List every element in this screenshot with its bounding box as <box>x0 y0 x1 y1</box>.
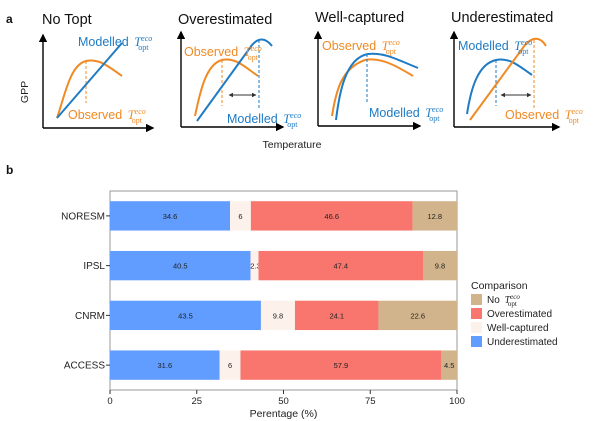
legend-label: No Teco opt <box>487 293 520 308</box>
bar-segment-well-captured-cnrm <box>260 300 295 331</box>
legend-item-underestimated: Underestimated <box>471 336 558 348</box>
observed-curve <box>194 58 259 117</box>
subplot-title: Overestimated <box>178 12 272 28</box>
x-tick-label: 75 <box>365 396 376 407</box>
bar-value-label: 9.8 <box>273 311 283 320</box>
bar-value-label: 40.5 <box>173 262 188 271</box>
legend-title: Comparison <box>471 280 528 292</box>
bar-segment-well-captured-noresm <box>230 201 251 231</box>
bar-segment-no-t-opt-eco-access <box>441 350 457 380</box>
bar-segment-no-t-opt-eco-cnrm <box>378 300 457 331</box>
modelled-curve <box>335 52 419 121</box>
subplot-underestimated: Underestimated Modelled Teco opt Observed… <box>449 10 583 132</box>
bar-segment-well-captured-ipsl <box>250 250 259 281</box>
modelled-label: Modelled Teco opt <box>78 34 152 52</box>
observed-label: Observed Teco opt <box>322 38 400 56</box>
legend-swatch <box>471 294 482 305</box>
x-tick-label: 25 <box>191 396 202 407</box>
category-label: NORESM <box>61 211 105 222</box>
bar-value-label: 2.3 <box>250 262 260 271</box>
bar-segment-underestimated-noresm <box>110 201 231 231</box>
legend-item-well-captured: Well-captured <box>471 322 549 334</box>
category-label: IPSL <box>83 261 105 272</box>
observed-curve <box>469 37 547 121</box>
bar-value-label: 43.5 <box>178 311 193 320</box>
x-axis-ticks: 0 25 50 75 100 <box>107 390 465 407</box>
bar-value-label: 6 <box>228 361 232 370</box>
legend-label: Underestimated <box>487 337 558 348</box>
bar-segment-well-captured-access <box>219 350 241 380</box>
category-label: CNRM <box>75 311 105 322</box>
subplot-title: No Topt <box>42 12 92 28</box>
legend-swatch <box>471 322 482 333</box>
bar-value-label: 24.1 <box>329 311 344 320</box>
bar-value-label: 57.9 <box>334 361 349 370</box>
temperature-axis-label: Temperature <box>263 139 322 151</box>
subplot-overestimated: Overestimated Observed Teco opt Modelled … <box>176 12 301 132</box>
modelled-line <box>56 42 123 119</box>
legend-swatch <box>471 336 482 347</box>
subplot-title: Underestimated <box>451 10 553 26</box>
modelled-curve <box>196 38 273 122</box>
subplot-title: Well-captured <box>315 10 404 26</box>
gpp-axis-label: GPP <box>19 81 31 103</box>
x-tick-label: 0 <box>107 396 112 407</box>
bar-value-label: 6 <box>238 212 242 221</box>
plot-frame <box>109 190 458 391</box>
observed-label: Observed Teco opt <box>184 44 262 62</box>
panel-a-label: a <box>6 12 13 26</box>
bar-segment-no-t-opt-eco-ipsl <box>422 250 457 281</box>
observed-label: Observed Teco opt <box>68 107 146 125</box>
x-axis-title: Perentage (%) <box>250 408 318 420</box>
bar-segment-overestimated-ipsl <box>258 250 423 281</box>
legend-swatch <box>471 308 482 319</box>
legend-item-no-topt: No Teco opt <box>471 293 520 308</box>
bar-value-label: 47.4 <box>333 262 348 271</box>
bar-value-label: 12.8 <box>427 212 442 221</box>
modelled-curve <box>466 58 533 115</box>
bar-segment-underestimated-ipsl <box>110 250 251 281</box>
category-labels: NORESM IPSL CNRM ACCESS <box>61 211 110 372</box>
bar-value-label: 31.6 <box>158 361 173 370</box>
bar-value-label: 34.6 <box>163 212 178 221</box>
observed-label: Observed Teco opt <box>505 107 583 125</box>
bar-segment-no-t-opt-eco-noresm <box>412 201 457 231</box>
bar-segment-overestimated-access <box>240 350 442 380</box>
subplot-no-topt: No Topt Modelled Teco opt Observed Teco op… <box>38 12 155 133</box>
bar-value-label: 46.6 <box>324 212 339 221</box>
bar-value-label: 4.5 <box>444 361 454 370</box>
modelled-label: Modelled Teco opt <box>369 105 443 123</box>
panel-a-schematic: GPP No Topt Modelled Teco opt Observed Te… <box>19 10 583 151</box>
panel-b-label: b <box>6 163 14 177</box>
bar-value-label: 9.8 <box>435 262 445 271</box>
observed-curve <box>331 58 414 117</box>
legend-item-overestimated: Overestimated <box>471 308 552 320</box>
legend: Comparison No Teco opt Overestimated Well… <box>471 280 558 348</box>
bar-segment-underestimated-access <box>110 350 220 380</box>
modelled-label: Modelled Teco opt <box>227 111 301 129</box>
modelled-label: Modelled Teco opt <box>458 38 532 56</box>
legend-label: Well-captured <box>487 323 549 334</box>
bar-segment-underestimated-cnrm <box>110 300 261 331</box>
subplot-well-captured: Well-captured Observed Teco opt Modelled … <box>313 10 443 131</box>
legend-label: Overestimated <box>487 309 552 320</box>
bar-segment-overestimated-cnrm <box>294 300 379 331</box>
bar-segment-overestimated-noresm <box>250 201 413 231</box>
bar-value-label: 22.6 <box>410 311 425 320</box>
x-tick-label: 100 <box>449 396 465 407</box>
category-label: ACCESS <box>64 361 105 372</box>
x-tick-label: 50 <box>278 396 289 407</box>
bars-layer: 34.6 6 46.6 12.8 40.5 2.3 47.4 9.8 43.5 9.8 24.1 22… <box>110 201 457 380</box>
